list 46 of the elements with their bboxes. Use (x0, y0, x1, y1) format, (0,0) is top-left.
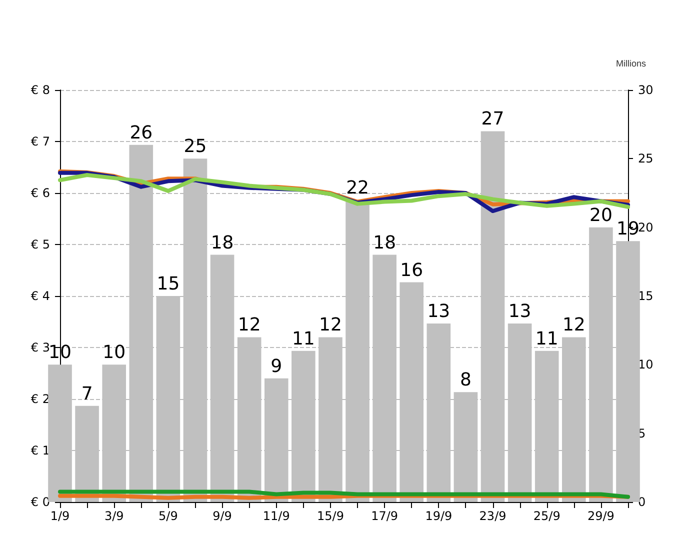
data-label: 16 (400, 260, 424, 281)
y-tick-label: € 5 (30, 238, 50, 252)
x-tick-label: 3/9 (104, 509, 124, 523)
data-label: 12 (562, 314, 586, 336)
x-tick-label: 5/9 (158, 509, 178, 523)
data-label: 22 (346, 177, 369, 198)
x-tick-label: 9/9 (212, 509, 232, 523)
y2-tick-label: 20 (638, 220, 654, 234)
x-tick-label: 23/9 (479, 509, 506, 523)
y-tick-label: € 8 (30, 83, 50, 97)
y-tick-label: € 4 (30, 289, 50, 303)
data-label: 10 (102, 342, 126, 364)
x-tick-label: 1/9 (50, 509, 70, 523)
data-label: 12 (238, 314, 261, 336)
data-label: 13 (427, 300, 450, 322)
y-tick-label: € 3 (30, 340, 50, 354)
data-label: 25 (184, 136, 207, 158)
data-label: 18 (210, 232, 234, 254)
y-tick-label: € 7 (30, 134, 50, 148)
x-tick-label: 25/9 (533, 509, 560, 523)
data-label: 26 (130, 122, 153, 144)
x-tick-label: 11/9 (262, 509, 290, 523)
data-label: 12 (319, 314, 342, 336)
y2-tick-label: 30 (638, 83, 654, 97)
data-label: 7 (81, 383, 93, 404)
x-tick-label: 15/9 (317, 509, 344, 523)
data-label: 8 (460, 370, 472, 391)
x-tick-label: 19/9 (425, 509, 452, 523)
y-tick-label: € 2 (30, 392, 50, 406)
data-label: 11 (535, 328, 558, 350)
data-label: 15 (156, 274, 180, 294)
data-label: 27 (481, 108, 504, 130)
y2-tick-label: 25 (638, 152, 654, 166)
data-label: 20 (590, 204, 612, 226)
x-tick-label: 17/9 (371, 509, 398, 523)
data-label: 9 (270, 356, 282, 377)
y2-axis-title: Millions (616, 58, 646, 68)
data-label: 11 (292, 328, 315, 350)
x-tick-label: 29/9 (587, 509, 614, 523)
data-label: 18 (373, 232, 396, 254)
data-label: 13 (508, 300, 532, 322)
y-tick-label: € 6 (30, 186, 50, 200)
y-tick-label: € 1 (30, 444, 50, 458)
y2-tick-label: 15 (638, 289, 654, 303)
y2-tick-label: 10 (638, 358, 654, 372)
y2-tick-label: 5 (638, 426, 646, 440)
